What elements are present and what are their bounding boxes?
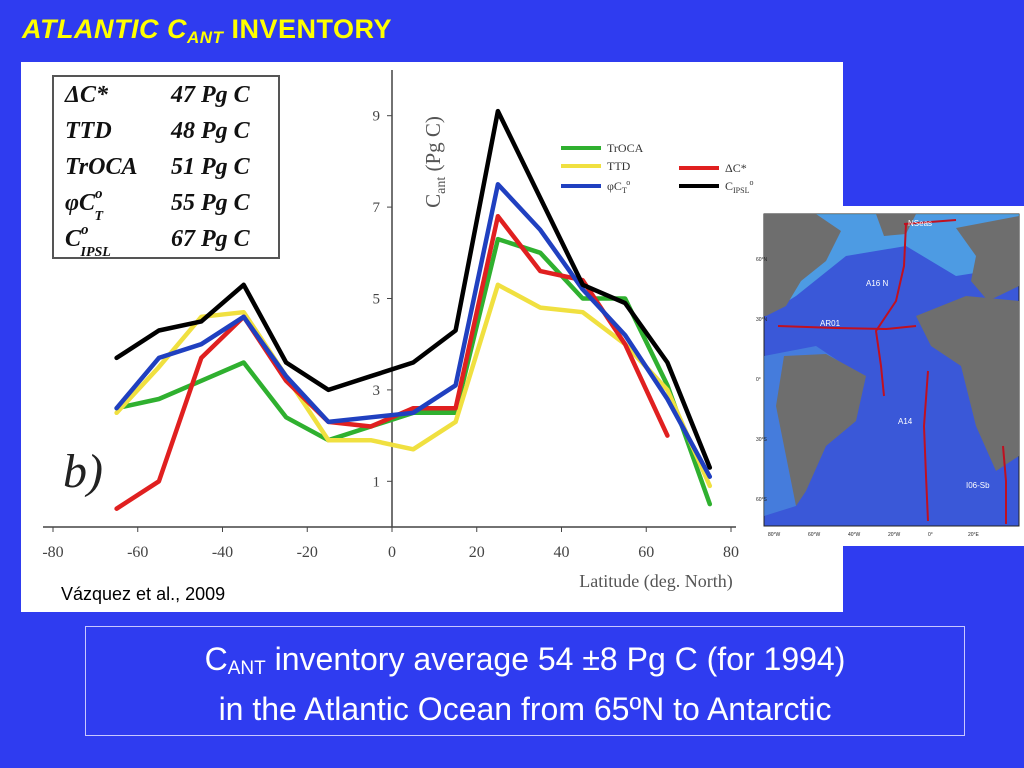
x-axis-label: Latitude (deg. North) bbox=[579, 571, 732, 592]
y-tick-label: 7 bbox=[373, 200, 381, 216]
map-lon-label: 0° bbox=[928, 532, 933, 538]
map-lon-label: 20°W bbox=[888, 532, 901, 538]
table-method: ΔC* bbox=[64, 82, 109, 108]
legend-label: CIPSLo bbox=[725, 178, 753, 195]
summary-line-1: CANT inventory average 54 ±8 Pg C (for 1… bbox=[86, 639, 964, 689]
map-lon-label: 60°W bbox=[808, 532, 821, 538]
title-prefix: ATLANTIC C bbox=[22, 14, 187, 44]
series-line-1 bbox=[114, 282, 713, 489]
y-tick-label: 9 bbox=[373, 109, 381, 125]
inventory-table-box bbox=[52, 75, 280, 259]
section-a14 bbox=[922, 370, 929, 522]
y-tick-label: 5 bbox=[373, 292, 381, 308]
x-tick-label: -60 bbox=[127, 544, 148, 561]
table-method: φCo T bbox=[65, 186, 105, 224]
table-method: Co IPSL bbox=[65, 222, 111, 260]
map-lat-label: 60°S bbox=[756, 497, 768, 503]
map-lat-label: 0° bbox=[756, 377, 761, 383]
table-value: 47 Pg C bbox=[170, 82, 251, 108]
north-america-land bbox=[764, 214, 841, 316]
table-method: TTD bbox=[65, 118, 112, 144]
series-line-4 bbox=[114, 108, 713, 470]
cant-latitude-chart: -80 -60 -40 -20 0 20 40 60 80 1 3 5 7 9 Latitude (deg.… bbox=[42, 70, 753, 592]
section-i06sb bbox=[1002, 445, 1007, 524]
map-lat-label: 30°N bbox=[756, 317, 768, 323]
map-section-label: AR01 bbox=[820, 319, 841, 328]
legend-label: φCTo bbox=[607, 178, 630, 195]
summary-subscript: ANT bbox=[227, 658, 266, 679]
table-method: TrOCA bbox=[65, 154, 137, 180]
x-tick-label: 60 bbox=[638, 544, 654, 561]
y-tick-label: 1 bbox=[373, 474, 381, 490]
series-line-3 bbox=[114, 182, 713, 479]
table-value: 48 Pg C bbox=[170, 118, 251, 144]
panel-label: b) bbox=[63, 445, 103, 498]
slide-title: ATLANTIC CANT INVENTORY bbox=[22, 14, 392, 48]
y-axis-label: Cant (Pg C) bbox=[421, 116, 449, 208]
y-tick-label: 3 bbox=[373, 383, 381, 399]
map-section-label: I06-Sb bbox=[966, 481, 990, 490]
map-lat-label: 60°N bbox=[756, 257, 768, 263]
table-value: 55 Pg C bbox=[171, 190, 251, 216]
map-section-label: A14 bbox=[898, 417, 913, 426]
x-tick-label: 0 bbox=[388, 544, 396, 561]
summary-prefix: C bbox=[204, 641, 228, 677]
atlantic-map-panel: NSeas A16 N AR01 A14 I06-Sb 60°N 30°N 0° 30°S 60°… bbox=[756, 206, 1024, 546]
x-tick-label: -20 bbox=[297, 544, 318, 561]
table-value: 51 Pg C bbox=[171, 154, 251, 180]
map-lon-label: 20°E bbox=[968, 532, 980, 538]
legend-label: ΔC* bbox=[725, 161, 747, 175]
section-a16n bbox=[874, 223, 907, 397]
x-tick-label: -80 bbox=[42, 544, 63, 561]
atlantic-section-map: NSeas A16 N AR01 A14 I06-Sb 60°N 30°N 0° 30°S 60°… bbox=[756, 213, 1020, 538]
series-line-0 bbox=[114, 236, 713, 507]
x-tick-label: 20 bbox=[469, 544, 485, 561]
title-suffix: INVENTORY bbox=[223, 14, 392, 44]
south-america-land bbox=[776, 354, 866, 506]
x-tick-label: 80 bbox=[723, 544, 739, 561]
europe-land bbox=[956, 216, 1019, 301]
map-lon-label: 80°W bbox=[768, 532, 781, 538]
map-lon-label: 40°W bbox=[848, 532, 861, 538]
section-nseas bbox=[903, 219, 957, 225]
summary-suffix: inventory average 54 ±8 Pg C (for 1994) bbox=[265, 641, 846, 677]
section-ar01 bbox=[777, 325, 917, 331]
map-section-label: NSeas bbox=[908, 219, 932, 228]
map-lat-label: 30°S bbox=[756, 437, 768, 443]
x-tick-label: -40 bbox=[212, 544, 233, 561]
summary-box: CANT inventory average 54 ±8 Pg C (for 1… bbox=[85, 626, 965, 736]
citation: Vázquez et al., 2009 bbox=[61, 584, 226, 604]
chart-panel: -80 -60 -40 -20 0 20 40 60 80 1 3 5 7 9 Latitude (deg.… bbox=[21, 62, 843, 612]
legend-label: TrOCA bbox=[607, 141, 644, 155]
africa-land bbox=[916, 296, 1019, 471]
x-tick-label: 40 bbox=[554, 544, 570, 561]
map-section-label: A16 N bbox=[866, 279, 888, 288]
legend-label: TTD bbox=[607, 159, 631, 173]
table-value: 67 Pg C bbox=[171, 226, 251, 252]
summary-line-2: in the Atlantic Ocean from 65ºN to Antar… bbox=[218, 691, 832, 727]
title-subscript: ANT bbox=[186, 28, 224, 47]
